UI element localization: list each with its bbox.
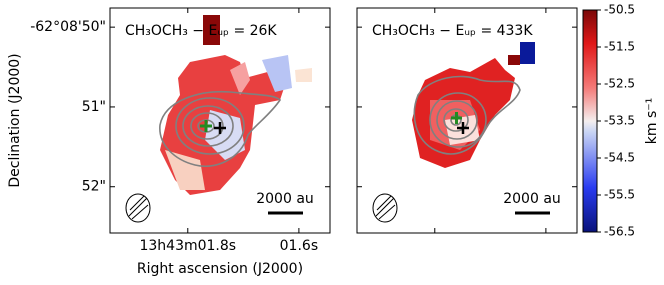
x-tick-label: 13h43m01.8s: [139, 238, 236, 254]
scalebar-label: 2000 au: [503, 191, 561, 207]
panel-title: CH₃OCH₃ − Eᵤₚ = 433K: [372, 23, 533, 39]
colorbar-tick-label: -51.5: [604, 40, 635, 54]
colorbar-tick-label: -53.5: [604, 114, 635, 128]
scalebar-label: 2000 au: [256, 191, 314, 207]
colorbar-tick-label: -50.5: [604, 3, 635, 17]
colorbar-tick-label: -52.5: [604, 77, 635, 91]
y-tick-label: 52": [82, 179, 106, 195]
y-tick-label: 51": [82, 99, 106, 115]
x-tick-label: 01.6s: [280, 238, 318, 254]
y-tick-label: -62°08'50": [30, 19, 106, 35]
frame: [356, 7, 578, 234]
map-1: [125, 15, 312, 223]
map-2: [372, 42, 550, 223]
frame: [109, 7, 331, 234]
panel-title: CH₃OCH₃ − Eᵤₚ = 26K: [125, 23, 277, 39]
colorbar-tick-label: -54.5: [604, 151, 635, 165]
y-axis-label: Declination (J2000): [7, 53, 23, 187]
x-axis-label: Right ascension (J2000): [137, 261, 303, 277]
colorbar: [582, 9, 598, 233]
colorbar-tick-label: -55.5: [604, 188, 635, 202]
colorbar-label: km s⁻¹: [644, 98, 660, 145]
colorbar-tick-label: -56.5: [604, 225, 635, 239]
